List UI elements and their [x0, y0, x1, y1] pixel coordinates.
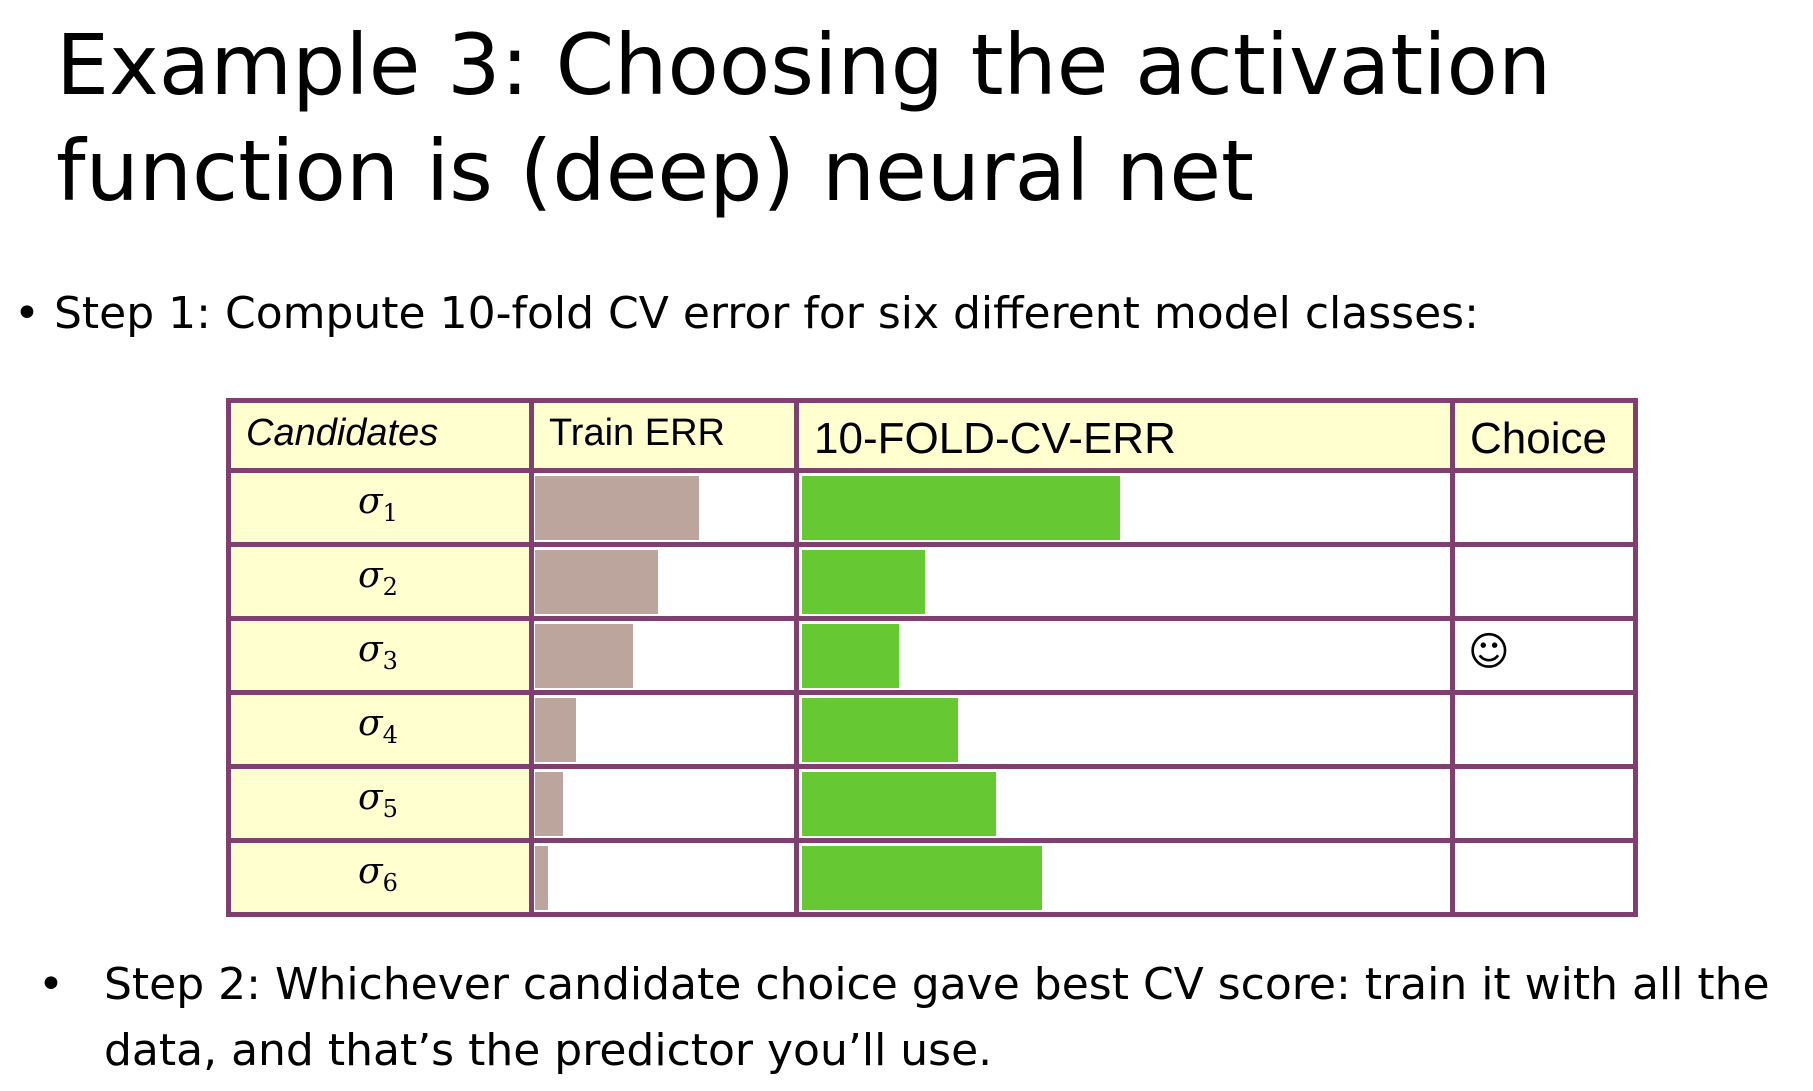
table-row-border — [226, 467, 1638, 473]
header-candidates: Candidates — [246, 412, 439, 454]
bullet-step-1-text: Step 1: Compute 10-fold CV error for six… — [54, 288, 1479, 339]
bullet-step-2-text: Step 2: Whichever candidate choice gave … — [104, 959, 1770, 1076]
table-header-background — [226, 398, 1638, 470]
candidate-sigma-5: σ5 — [358, 777, 398, 824]
sigma-subscript: 6 — [382, 869, 398, 898]
table-row-border — [226, 541, 1638, 547]
cv-err-bar — [802, 698, 958, 762]
cv-err-bar — [802, 476, 1120, 540]
sigma-subscript: 3 — [382, 647, 398, 676]
cv-err-bar — [802, 624, 899, 688]
train-err-bar — [535, 624, 633, 688]
train-err-bar — [535, 846, 548, 910]
candidate-sigma-2: σ2 — [358, 555, 398, 602]
table-column-border — [1449, 398, 1455, 914]
cv-err-bar — [802, 550, 925, 614]
header-train-err: Train ERR — [549, 412, 725, 454]
table-row-border — [226, 911, 1638, 917]
table-row-border — [226, 763, 1638, 769]
table-row-border — [226, 689, 1638, 695]
choice-smiley-icon: ☺ — [1468, 629, 1510, 675]
train-err-bar — [535, 550, 658, 614]
table-row-border — [226, 398, 1638, 403]
header-cv-err: 10-FOLD-CV-ERR — [814, 414, 1176, 463]
header-choice: Choice — [1470, 414, 1607, 463]
train-err-bar — [535, 772, 563, 836]
table-column-border — [793, 398, 799, 914]
sigma-subscript: 5 — [382, 795, 398, 824]
sigma-subscript: 1 — [382, 499, 398, 528]
bullet-marker: • — [14, 288, 40, 339]
table-row-border — [226, 615, 1638, 621]
table-row-border — [226, 837, 1638, 843]
table-column-border — [528, 398, 534, 914]
cv-err-bar — [802, 846, 1042, 910]
train-err-bar — [535, 698, 576, 762]
sigma-subscript: 2 — [382, 573, 398, 602]
candidate-sigma-3: σ3 — [358, 629, 398, 676]
table-column-border — [226, 398, 231, 914]
candidate-sigma-6: σ6 — [358, 851, 398, 898]
candidate-sigma-4: σ4 — [358, 703, 398, 750]
bullet-step-1: • Step 1: Compute 10-fold CV error for si… — [14, 286, 1479, 342]
candidate-sigma-1: σ1 — [358, 481, 398, 528]
sigma-subscript: 4 — [382, 721, 398, 750]
cv-err-bar — [802, 772, 996, 836]
slide-title: Example 3: Choosing the activation funct… — [56, 16, 1552, 220]
bullet-marker: • — [38, 959, 64, 1010]
table-column-border — [1633, 398, 1638, 914]
cv-error-table: Candidates Train ERR 10-FOLD-CV-ERR Choice σ… — [226, 398, 1638, 917]
train-err-bar — [535, 476, 699, 540]
